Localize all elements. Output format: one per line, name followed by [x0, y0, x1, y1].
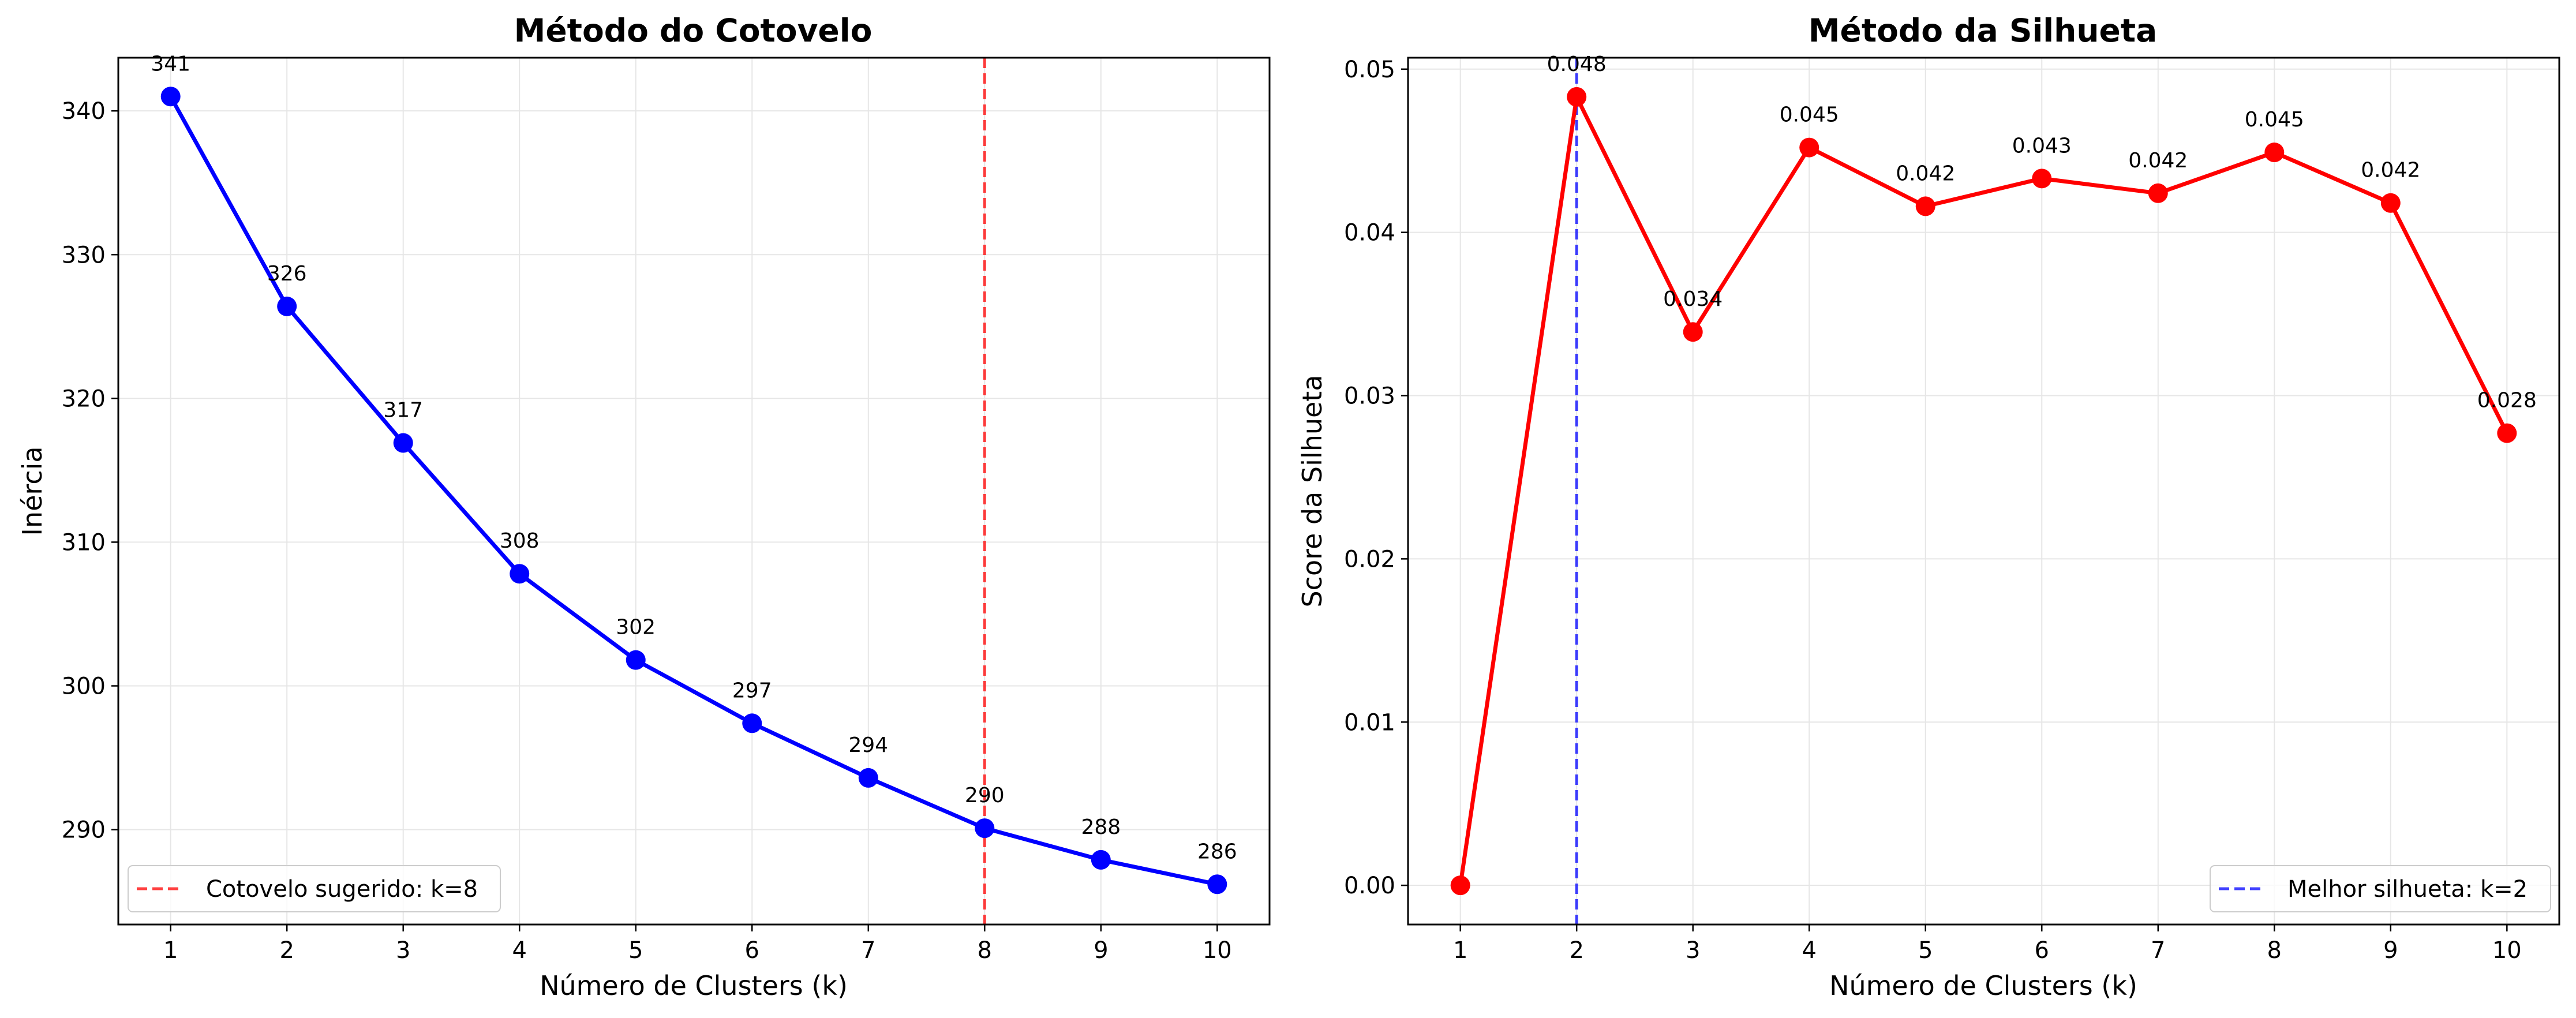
data-label: 297	[732, 679, 772, 702]
data-point	[393, 433, 413, 453]
data-label: 0.034	[1663, 287, 1723, 311]
chart-title: Método da Silhueta	[1809, 12, 2157, 49]
data-point	[2380, 193, 2401, 213]
legend-box	[128, 865, 501, 912]
data-label: 326	[267, 262, 307, 286]
x-tick-label: 3	[1686, 937, 1700, 964]
silhouette-chart: Método da Silhueta 0.0480.0340.0450.0420…	[1297, 12, 2560, 1001]
data-point	[2497, 423, 2517, 443]
legend-box	[2210, 865, 2551, 912]
y-tick-label: 0.03	[1344, 383, 1395, 410]
data-point	[160, 87, 181, 107]
x-tick-label: 5	[628, 937, 643, 964]
y-tick-label: 290	[62, 817, 106, 844]
x-tick-label: 5	[1918, 937, 1933, 964]
data-label: 341	[151, 52, 190, 76]
elbow-chart: Método do Cotovelo 341326317308302297294…	[17, 12, 1271, 1001]
data-point	[1091, 849, 1111, 870]
data-label: 0.045	[2245, 108, 2304, 132]
data-label: 0.048	[1547, 53, 1607, 76]
data-point	[742, 713, 762, 733]
data-point	[2148, 183, 2168, 203]
x-tick-label: 2	[1569, 937, 1583, 964]
data-label: 0.042	[2361, 159, 2420, 182]
data-label: 0.042	[1896, 162, 1955, 185]
x-tick-label: 4	[512, 937, 527, 964]
x-tick-label: 4	[1802, 937, 1817, 964]
data-label: 290	[965, 784, 1005, 807]
x-tick-label: 7	[861, 937, 875, 964]
x-tick-label: 10	[2492, 937, 2522, 964]
x-axis-label: Número de Clusters (k)	[1829, 970, 2137, 1001]
x-tick-label: 2	[279, 937, 294, 964]
data-point	[277, 296, 297, 316]
data-point	[1567, 87, 1587, 107]
data-point	[858, 768, 878, 788]
legend-label: Melhor silhueta: k=2	[2287, 876, 2528, 903]
data-label: 0.043	[2012, 134, 2072, 158]
x-tick-label: 8	[2267, 937, 2282, 964]
data-point	[1799, 137, 1819, 158]
data-label: 0.042	[2128, 149, 2188, 173]
data-label: 317	[383, 399, 423, 422]
x-tick-label: 6	[2035, 937, 2049, 964]
data-point	[626, 650, 646, 670]
plot-frame	[117, 57, 1271, 926]
y-tick-label: 330	[62, 242, 106, 268]
data-point	[2032, 169, 2052, 189]
data-label: 288	[1081, 815, 1121, 839]
data-label: 302	[616, 616, 656, 639]
plot-frame	[1407, 57, 2560, 926]
x-tick-label: 9	[1094, 937, 1108, 964]
x-tick-label: 6	[745, 937, 759, 964]
x-tick-label: 10	[1203, 937, 1232, 964]
data-label: 0.045	[1780, 103, 1839, 127]
x-tick-label: 1	[1453, 937, 1467, 964]
x-tick-label: 3	[396, 937, 410, 964]
data-label: 308	[500, 529, 540, 553]
x-tick-label: 7	[2151, 937, 2165, 964]
x-tick-label: 8	[978, 937, 992, 964]
chart-title: Método do Cotovelo	[514, 12, 873, 49]
data-label: 0.028	[2477, 389, 2537, 413]
series-line	[1458, 95, 2509, 886]
series-line	[169, 95, 1218, 886]
y-tick-label: 0.00	[1344, 873, 1395, 899]
data-point	[975, 818, 995, 839]
y-tick-label: 310	[62, 529, 106, 556]
y-tick-label: 320	[62, 386, 106, 412]
legend: Melhor silhueta: k=2	[2210, 865, 2551, 912]
data-label: 294	[848, 733, 888, 757]
legend-label: Cotovelo sugerido: k=8	[206, 876, 478, 903]
data-label: 286	[1197, 840, 1237, 863]
y-axis-label: Inércia	[17, 446, 48, 536]
data-point	[1207, 874, 1227, 895]
y-axis-label: Score da Silhueta	[1297, 375, 1328, 607]
x-tick-label: 9	[2383, 937, 2398, 964]
x-axis-label: Número de Clusters (k)	[540, 970, 848, 1001]
data-point	[1915, 196, 1935, 216]
y-tick-label: 0.02	[1344, 546, 1395, 572]
y-tick-label: 0.04	[1344, 220, 1395, 246]
data-point	[1683, 322, 1703, 342]
data-point	[1450, 875, 1470, 896]
y-tick-label: 0.05	[1344, 57, 1395, 83]
y-tick-label: 340	[62, 98, 106, 125]
y-tick-label: 300	[62, 673, 106, 700]
data-point	[2264, 143, 2285, 163]
x-tick-label: 1	[163, 937, 178, 964]
data-point	[510, 564, 530, 584]
y-tick-label: 0.01	[1344, 709, 1395, 736]
legend: Cotovelo sugerido: k=8	[128, 865, 501, 912]
